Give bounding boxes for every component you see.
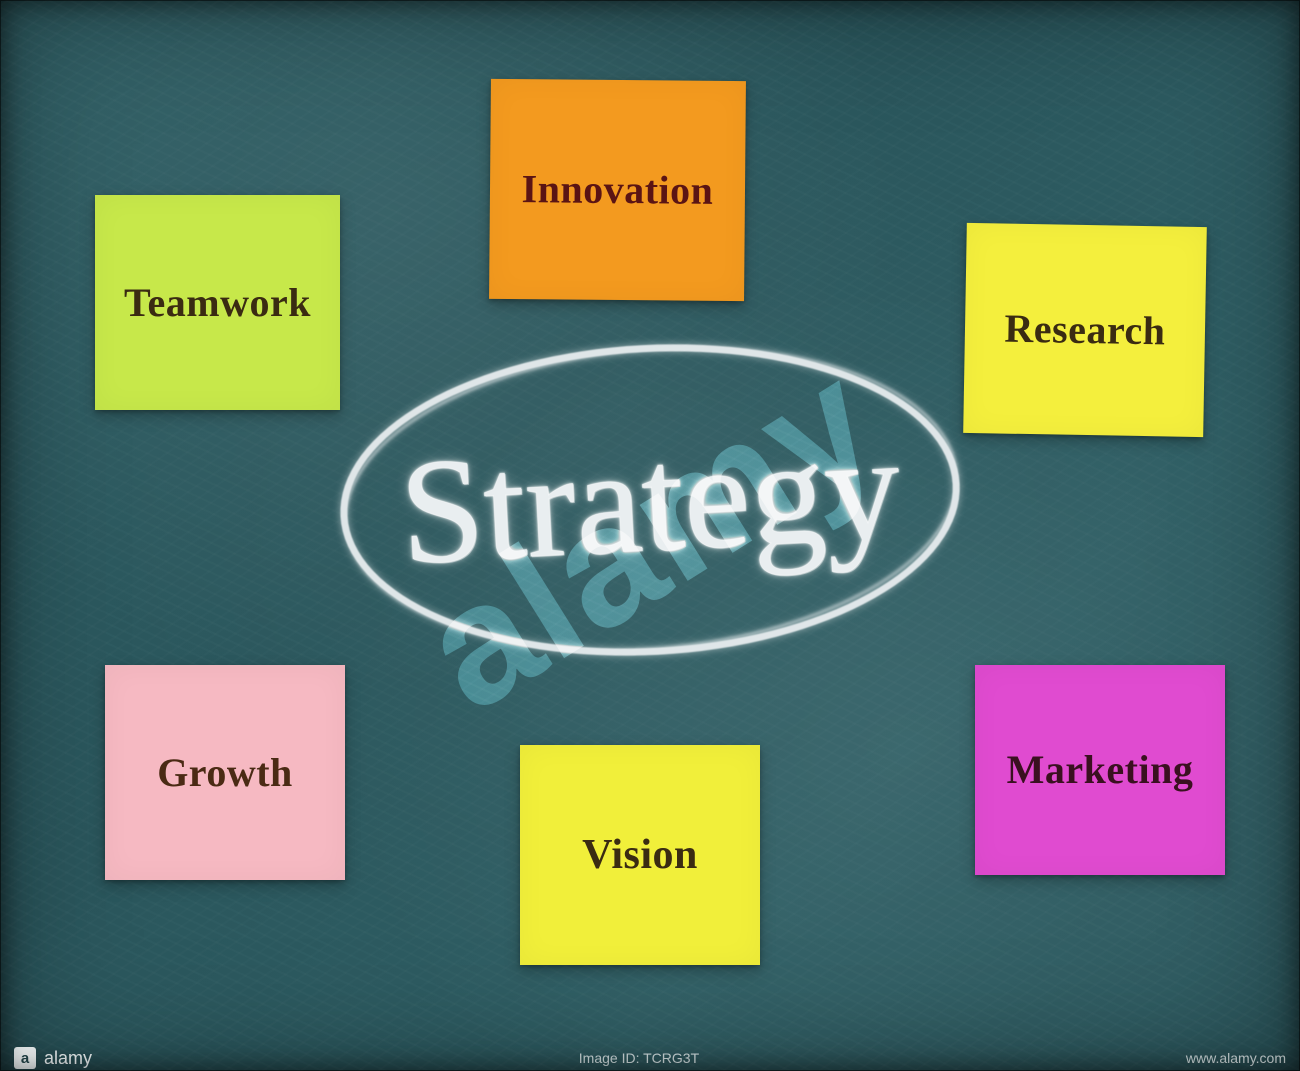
note-label: Marketing — [1007, 750, 1194, 790]
chalkboard: Innovation Teamwork Research Growth Visi… — [0, 0, 1300, 1071]
note-label: Research — [1004, 309, 1166, 352]
note-label: Teamwork — [124, 283, 311, 323]
note-label: Vision — [582, 834, 698, 876]
chalk-circle — [332, 329, 967, 671]
note-growth: Growth — [105, 665, 345, 880]
watermark-url: www.alamy.com — [1186, 1050, 1286, 1066]
note-innovation: Innovation — [489, 79, 746, 301]
watermark-bar: a alamy Image ID: TCRG3T www.alamy.com — [0, 1045, 1300, 1071]
note-marketing: Marketing — [975, 665, 1225, 875]
note-research: Research — [963, 223, 1207, 437]
watermark-logo: a alamy — [14, 1047, 92, 1069]
note-label: Innovation — [521, 169, 713, 211]
note-label: Growth — [157, 753, 293, 793]
watermark-logo-a-icon: a — [14, 1047, 36, 1069]
center-title-wrap: Strategy — [396, 401, 904, 599]
note-teamwork: Teamwork — [95, 195, 340, 410]
watermark-logo-text: alamy — [44, 1048, 92, 1069]
note-vision: Vision — [520, 745, 760, 965]
watermark-id: Image ID: TCRG3T — [579, 1050, 699, 1066]
